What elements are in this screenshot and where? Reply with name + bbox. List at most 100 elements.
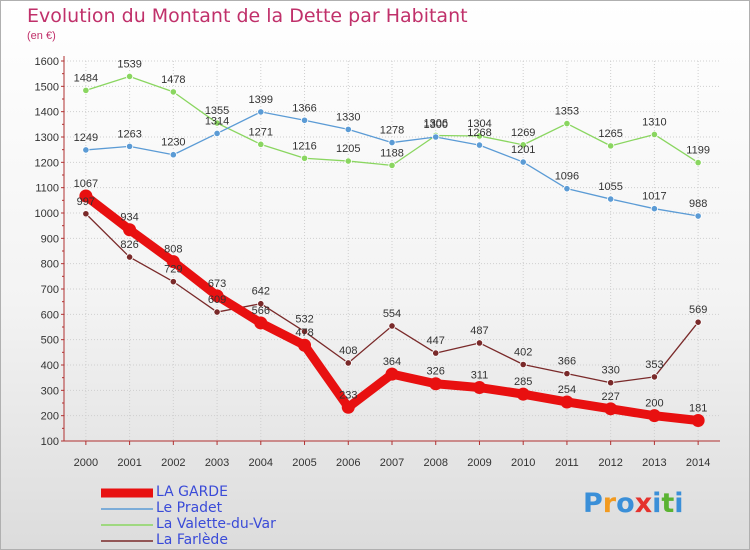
x-tick-label: 2002	[161, 457, 185, 469]
x-tick-label: 2000	[74, 457, 98, 469]
y-tick-label: 500	[41, 335, 59, 347]
data-point-0	[560, 395, 574, 409]
data-point-3	[475, 339, 484, 347]
data-label-1: 1300	[423, 119, 447, 131]
data-point-3	[169, 278, 177, 286]
data-point-0	[472, 381, 486, 395]
data-label-1: 1399	[249, 94, 273, 106]
y-tick-label: 1200	[35, 157, 59, 169]
data-label-0: 808	[164, 244, 182, 256]
data-label-0: 200	[645, 398, 663, 410]
data-label-1: 1017	[642, 191, 666, 203]
data-label-2: 1478	[161, 74, 185, 86]
data-label-1: 1330	[336, 111, 360, 123]
data-label-1: 1278	[380, 125, 404, 137]
data-label-2: 1306	[423, 117, 447, 129]
data-point-1	[694, 212, 702, 220]
data-point-1	[475, 141, 484, 149]
data-point-2	[344, 157, 352, 165]
y-tick-label: 600	[41, 309, 59, 321]
data-point-0	[298, 338, 312, 352]
data-label-2: 1188	[380, 147, 404, 159]
data-label-3: 729	[164, 264, 182, 276]
data-label-3: 826	[120, 239, 138, 251]
legend-label-la-valette: La Valette-du-Var	[156, 516, 276, 532]
data-point-0	[647, 409, 661, 423]
data-point-0	[254, 316, 268, 330]
data-label-1: 1230	[161, 137, 185, 149]
data-point-3	[82, 210, 90, 218]
data-label-0: 478	[295, 327, 313, 339]
x-tick-label: 2003	[205, 457, 229, 469]
data-point-2	[257, 140, 265, 148]
data-label-0: 227	[601, 391, 619, 403]
data-point-3	[126, 253, 134, 261]
x-tick-label: 2005	[292, 457, 316, 469]
y-tick-label: 300	[41, 385, 59, 397]
data-point-1	[257, 108, 265, 116]
data-label-1: 1055	[598, 181, 622, 193]
data-label-0: 181	[689, 402, 707, 414]
data-label-2: 1310	[642, 116, 666, 128]
x-tick-label: 2010	[511, 457, 535, 469]
data-label-3: 353	[645, 359, 663, 371]
data-label-2: 1539	[117, 58, 141, 70]
x-tick-label: 2011	[555, 457, 579, 469]
data-point-2	[388, 161, 396, 169]
data-point-0	[79, 189, 93, 203]
y-tick-label: 700	[41, 284, 59, 296]
data-point-2	[475, 132, 484, 140]
data-point-3	[563, 370, 571, 378]
data-point-3	[607, 379, 615, 387]
x-tick-label: 2007	[380, 457, 404, 469]
data-point-0	[385, 367, 399, 381]
data-label-2: 1353	[555, 106, 579, 118]
data-label-2: 1216	[292, 140, 316, 152]
data-label-0: 311	[471, 370, 489, 382]
data-label-3: 642	[252, 286, 270, 298]
x-tick-label: 2009	[467, 457, 491, 469]
data-label-0: 673	[208, 278, 226, 290]
y-tick-label: 100	[41, 436, 59, 448]
data-label-2: 1199	[686, 145, 710, 157]
data-label-1: 1268	[467, 127, 491, 139]
data-point-1	[126, 142, 134, 150]
legend-label-le-pradet: Le Pradet	[156, 500, 223, 516]
data-point-3	[300, 327, 309, 336]
data-point-2	[126, 72, 134, 81]
data-point-0	[691, 413, 705, 427]
data-point-0	[604, 402, 618, 416]
data-point-2	[300, 154, 309, 162]
y-tick-label: 400	[41, 360, 59, 372]
chart-unit: (en €)	[27, 30, 56, 42]
x-tick-label: 2014	[686, 457, 710, 469]
data-label-2: 1271	[249, 126, 273, 138]
data-point-3	[650, 373, 659, 381]
data-label-1: 1201	[511, 144, 535, 156]
data-point-1	[213, 129, 221, 138]
data-label-3: 997	[77, 196, 95, 208]
y-tick-label: 1100	[35, 183, 59, 195]
data-point-3	[344, 359, 352, 367]
data-point-1	[519, 158, 527, 166]
chart-title: Evolution du Montant de la Dette par Hab…	[27, 5, 468, 27]
data-point-3	[432, 349, 440, 357]
data-point-1	[388, 138, 396, 147]
y-tick-label: 1600	[35, 56, 59, 68]
data-label-3: 487	[470, 325, 488, 337]
y-tick-label: 1500	[35, 81, 59, 93]
y-tick-label: 1400	[35, 107, 59, 119]
data-label-1: 1263	[117, 128, 141, 140]
x-tick-label: 2001	[117, 457, 141, 469]
data-point-0	[516, 387, 530, 401]
data-point-2	[519, 141, 527, 149]
data-label-2: 1484	[74, 72, 98, 84]
data-label-1: 1249	[74, 132, 98, 144]
data-label-2: 1269	[511, 127, 535, 139]
data-point-2	[563, 119, 571, 128]
data-label-0: 254	[558, 384, 576, 396]
data-label-3: 447	[427, 335, 445, 347]
data-point-1	[344, 125, 352, 133]
